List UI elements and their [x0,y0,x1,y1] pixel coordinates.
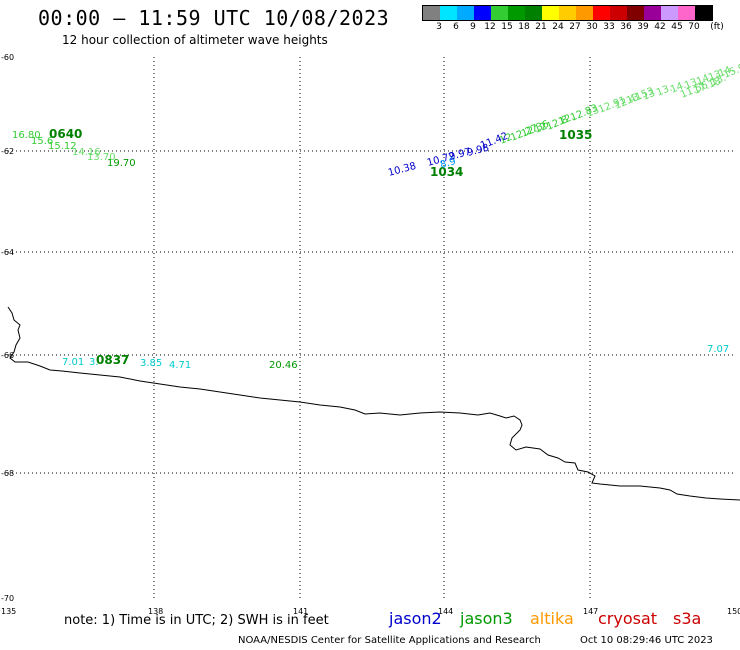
pass-time-label: 0640 [49,127,82,141]
color-swatch [559,6,576,20]
latitude-label: -70 [1,594,14,603]
map-title: 00:00 – 11:59 UTC 10/08/2023 [38,6,390,30]
satellite-cryosat: cryosat [598,609,658,628]
color-swatch [661,6,678,20]
pass-time-labels: 0640 0837 1034 1035 [49,127,592,367]
color-scale-tick: 24 [552,22,564,32]
latitude-labels: -60 -62 -64 -66 -68 -70 [1,53,14,603]
color-swatch [491,6,508,20]
longitude-labels: 135 138 141 144 147 150 [1,607,740,616]
color-swatch [644,6,661,20]
satellite-jason3: jason3 [460,609,513,628]
longitude-label: 141 [293,607,308,616]
wave-height-label: 4.71 [169,360,191,371]
color-swatch [695,6,712,20]
footer-note: note: 1) Time is in UTC; 2) SWH is in fe… [64,613,329,628]
color-scale-tick: 30 [586,22,598,32]
color-scale-tick: (ft) [710,22,724,32]
pass-time-label: 1035 [559,128,592,142]
color-swatch [593,6,610,20]
wave-height-label: 20.46 [269,360,298,371]
color-scale-tick: 27 [569,22,581,32]
latitude-label: -60 [1,53,14,62]
color-scale-tick: 33 [603,22,615,32]
color-scale-tick: 6 [453,22,459,32]
color-scale-ticks: 3 6 9 12 15 18 21 24 27 30 33 36 39 42 45 70 (ft) [422,22,740,34]
latitude-label: -68 [1,469,14,478]
wave-height-label: 8.9 [439,156,457,171]
wave-height-label: 10.38 [387,161,418,179]
wave-height-label: 7.07 [707,344,729,355]
latitude-label: -66 [1,351,14,360]
longitude-label: 150 [727,607,740,616]
wave-height-label: 13 [585,105,601,120]
satellite-altika: altika [530,609,574,628]
satellite-jason2: jason2 [389,609,442,628]
wave-height-label: 12 [498,132,514,147]
wave-height-label: 13.70 [87,152,116,163]
color-scale-tick: 3 [436,22,442,32]
wave-height-label: 15.12 [48,141,77,152]
color-swatch [508,6,525,20]
wave-height-label: 14.16 [72,147,101,158]
wave-height-label: 16.80 [12,130,41,141]
color-swatch [440,6,457,20]
color-scale-tick: 39 [637,22,649,32]
latitude-label: -64 [1,248,14,257]
color-scale-tick: 70 [688,22,700,32]
color-swatch [457,6,474,20]
color-swatch [474,6,491,20]
color-scale-tick: 21 [535,22,547,32]
longitude-label: 144 [438,607,453,616]
wave-height-color-scale [422,5,713,21]
map-gridlines [8,57,735,598]
color-scale-tick: 36 [620,22,632,32]
wave-height-label: 3. [89,357,99,368]
credit-line: NOAA/NESDIS Center for Satellite Applica… [238,635,541,646]
satellite-s3a: s3a [673,609,702,628]
wave-height-label: 12 [533,121,549,136]
wave-height-label: 13 [707,69,723,84]
map-subtitle: 12 hour collection of altimeter wave hei… [62,33,328,47]
wave-height-label: 3.85 [140,358,162,369]
color-scale-tick: 42 [654,22,666,32]
latitude-label: -62 [1,147,14,156]
color-scale-tick: 12 [484,22,496,32]
generated-timestamp: Oct 10 08:29:46 UTC 2023 [580,635,713,646]
color-swatch [423,6,440,20]
wave-height-label: 13 [641,88,657,103]
pass-time-label: 0837 [96,353,129,367]
pass-time-label: 1034 [430,165,463,179]
color-swatch [610,6,627,20]
wave-height-label: 15.6 [31,136,53,147]
color-scale-tick: 9 [470,22,476,32]
color-swatch [678,6,695,20]
wave-height-label: 7.01 [62,357,84,368]
color-swatch [525,6,542,20]
longitude-label: 147 [583,607,598,616]
color-scale-tick: 15 [501,22,513,32]
antarctic-coastline [7,306,740,501]
color-swatch [542,6,559,20]
longitude-label: 138 [148,607,163,616]
color-swatch [627,6,644,20]
color-scale-tick: 18 [518,22,530,32]
color-swatch [576,6,593,20]
longitude-label: 135 [1,607,16,616]
color-scale-tick: 45 [671,22,683,32]
wave-height-label: 19.70 [107,158,136,169]
